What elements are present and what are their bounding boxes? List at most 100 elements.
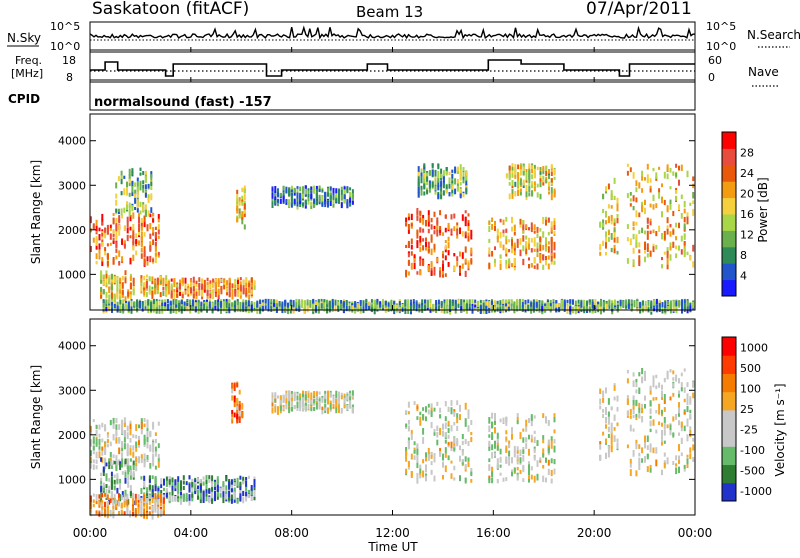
data-cell: [127, 235, 129, 241]
data-cell: [468, 441, 470, 446]
colorbar-tick-label: 24: [740, 167, 754, 180]
data-cell: [316, 200, 318, 205]
data-cell: [241, 412, 243, 418]
data-cell: [103, 300, 105, 303]
data-cell: [494, 221, 496, 226]
data-cell: [132, 212, 134, 218]
data-cell: [488, 226, 490, 232]
data-cell: [408, 426, 410, 432]
data-cell: [436, 230, 438, 237]
data-cell: [534, 187, 536, 192]
data-cell: [494, 442, 496, 449]
data-cell: [166, 488, 168, 493]
data-cell: [523, 180, 525, 186]
data-cell: [206, 485, 208, 489]
data-cell: [465, 217, 467, 223]
data-cell: [181, 300, 183, 304]
data-cell: [390, 300, 392, 304]
data-cell: [448, 237, 450, 242]
data-cell: [451, 425, 453, 431]
data-cell: [505, 264, 507, 269]
colorbar-tick-label: 4: [740, 270, 747, 283]
data-cell: [528, 169, 530, 175]
data-cell: [641, 228, 643, 233]
data-cell: [465, 423, 467, 427]
data-cell: [99, 234, 101, 240]
data-cell: [466, 300, 468, 303]
data-cell: [147, 437, 149, 443]
data-cell: [633, 195, 635, 201]
colorbar-swatch: [722, 230, 736, 247]
data-cell: [273, 303, 275, 307]
data-cell: [440, 191, 442, 194]
colorbar-swatch: [722, 181, 736, 198]
data-cell: [141, 248, 143, 253]
data-cell: [173, 278, 175, 285]
data-cell: [551, 171, 553, 176]
data-cell: [150, 207, 152, 213]
data-cell: [456, 400, 458, 405]
data-cell: [166, 477, 168, 482]
data-cell: [514, 251, 516, 256]
data-cell: [158, 252, 160, 256]
data-cell: [608, 305, 610, 309]
data-cell: [318, 299, 320, 302]
data-cell: [234, 301, 236, 305]
data-cell: [193, 277, 195, 283]
data-cell: [525, 225, 527, 229]
data-cell: [548, 182, 550, 187]
data-cell: [105, 299, 107, 304]
data-cell: [503, 418, 505, 424]
data-cell: [158, 230, 160, 235]
data-cell: [209, 284, 211, 289]
data-cell: [277, 203, 279, 206]
data-cell: [393, 305, 395, 309]
data-cell: [107, 444, 109, 448]
data-cell: [442, 462, 444, 468]
data-cell: [155, 253, 157, 257]
data-cell: [658, 226, 660, 232]
data-cell: [107, 225, 109, 230]
data-cell: [312, 307, 314, 312]
data-cell: [111, 284, 113, 291]
data-cell: [494, 453, 496, 457]
data-cell: [279, 301, 281, 306]
data-cell: [138, 456, 140, 461]
data-cell: [617, 204, 619, 209]
data-cell: [215, 288, 217, 292]
data-cell: [681, 249, 683, 254]
data-cell: [423, 163, 425, 167]
data-cell: [118, 225, 120, 231]
data-cell: [152, 448, 154, 453]
data-cell: [667, 208, 669, 213]
data-cell: [664, 200, 666, 205]
data-cell: [183, 475, 185, 480]
data-cell: [468, 235, 470, 241]
data-cell: [491, 251, 493, 257]
data-cell: [310, 187, 312, 190]
data-cell: [337, 306, 339, 312]
data-cell: [220, 301, 222, 308]
data-cell: [130, 458, 132, 461]
data-cell: [100, 473, 102, 477]
data-cell: [611, 248, 613, 252]
data-cell: [425, 464, 427, 471]
data-cell: [544, 306, 546, 311]
data-cell: [431, 218, 433, 222]
data-cell: [160, 292, 162, 297]
data-cell: [522, 235, 524, 242]
data-cell: [586, 301, 588, 307]
data-cell: [115, 200, 117, 206]
data-cell: [248, 494, 250, 498]
data-cell: [239, 201, 241, 205]
data-cell: [673, 307, 675, 312]
data-cell: [548, 447, 550, 453]
data-cell: [262, 306, 264, 312]
data-cell: [93, 446, 95, 451]
data-cell: [116, 479, 118, 484]
data-cell: [228, 300, 230, 304]
data-cell: [545, 478, 547, 481]
data-cell: [477, 301, 479, 307]
data-cell: [545, 171, 547, 176]
data-cell: [425, 220, 427, 227]
